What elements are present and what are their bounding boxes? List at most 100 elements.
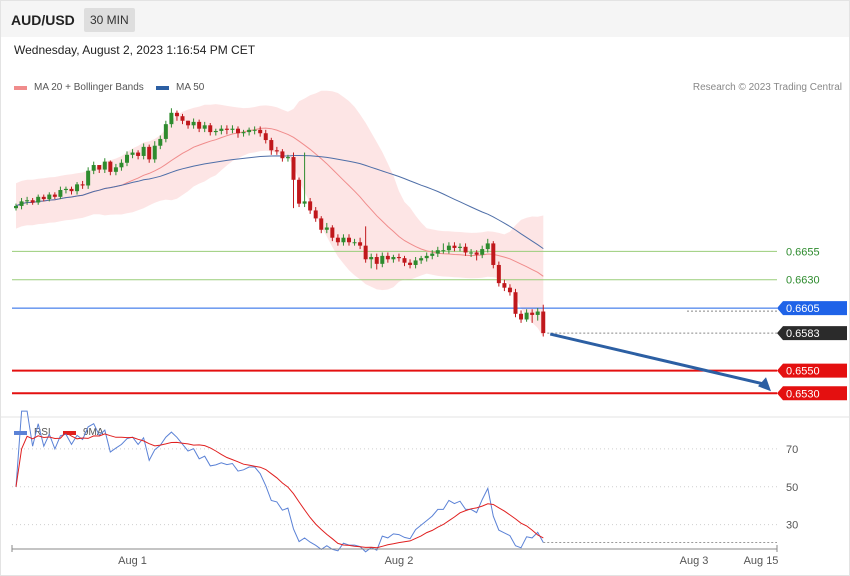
candle-body <box>324 227 329 230</box>
candle <box>452 242 457 252</box>
candle-body <box>430 253 435 256</box>
candle-body <box>452 245 457 248</box>
candle <box>36 194 41 205</box>
candle-body <box>308 201 313 211</box>
legend-rsi-label: RSI <box>34 427 51 438</box>
candle-body <box>130 152 135 155</box>
candle-body <box>274 150 279 152</box>
candle-body <box>458 246 462 248</box>
candle <box>524 309 529 322</box>
candle <box>480 245 485 259</box>
candle-body <box>502 283 507 288</box>
candle-body <box>391 257 396 260</box>
candle <box>163 120 168 143</box>
candle-body <box>163 124 168 139</box>
candle-body <box>202 125 207 129</box>
legend-rsi-ma-label: 9MA <box>83 427 104 438</box>
candle <box>230 125 235 134</box>
candle-body <box>97 165 102 170</box>
candle <box>535 308 540 321</box>
candle <box>469 249 474 258</box>
candle <box>14 203 18 211</box>
candle <box>52 192 57 200</box>
candle <box>530 309 535 323</box>
candle-body <box>158 138 163 146</box>
candle-body <box>174 112 179 117</box>
timestamp: Wednesday, August 2, 2023 1:16:54 PM CET <box>14 43 256 57</box>
rsi-ma-line <box>15 431 544 549</box>
legend-rsi-ma: 9MA <box>63 427 104 438</box>
candle-body <box>541 311 546 334</box>
candle <box>208 123 213 136</box>
candle-body <box>441 250 446 252</box>
candle <box>241 129 246 137</box>
candle-body <box>25 200 30 202</box>
candle <box>252 126 257 135</box>
candle-body <box>230 128 235 130</box>
candle-body <box>224 128 229 130</box>
candle <box>507 284 512 296</box>
candle-body <box>258 129 263 134</box>
candle <box>441 243 446 254</box>
candle <box>119 159 124 171</box>
candle-body <box>358 242 363 246</box>
candle-body <box>485 243 490 250</box>
candle <box>313 207 318 222</box>
candle-body <box>513 292 518 314</box>
candle-body <box>396 257 401 259</box>
candle <box>58 186 63 200</box>
candle <box>86 167 91 189</box>
candle <box>213 128 218 136</box>
symbol-title: AUD/USD <box>11 12 75 28</box>
candle-body <box>280 151 285 159</box>
candle <box>485 238 490 253</box>
candle <box>358 237 363 250</box>
candle-body <box>463 246 468 253</box>
candle-body <box>86 170 91 186</box>
candle-body <box>47 194 52 200</box>
candle <box>197 119 202 133</box>
candle-body <box>352 242 357 244</box>
candle <box>141 143 146 160</box>
candle <box>430 250 435 260</box>
candle <box>69 186 74 195</box>
candle-body <box>507 287 512 293</box>
candle-body <box>252 129 257 131</box>
rsi-tick-70: 70 <box>786 444 798 456</box>
candle <box>335 234 340 246</box>
candle <box>308 197 313 214</box>
candle <box>302 152 307 208</box>
rsi-tick-50: 50 <box>786 482 798 494</box>
candle-body <box>313 210 318 219</box>
candle-body <box>530 312 535 315</box>
candle <box>30 197 35 205</box>
candle <box>374 253 379 270</box>
interval-button[interactable]: 30 MIN <box>84 8 135 32</box>
candle <box>458 243 462 252</box>
candle <box>280 149 285 162</box>
candle-body <box>125 154 129 163</box>
candle-body <box>269 140 274 151</box>
candle <box>224 125 229 135</box>
candle <box>396 253 401 262</box>
candle-body <box>285 157 290 159</box>
candle <box>191 118 196 129</box>
candle <box>19 197 24 210</box>
candle-body <box>113 167 118 172</box>
candle <box>285 154 290 162</box>
candle <box>113 163 118 176</box>
candle <box>513 288 518 318</box>
candle <box>97 165 102 173</box>
candle <box>125 151 129 167</box>
candle <box>541 304 546 337</box>
candle-body <box>36 196 41 203</box>
candle-body <box>63 188 68 191</box>
candle <box>63 186 68 194</box>
candle <box>47 192 52 202</box>
candle-body <box>341 237 346 243</box>
candle <box>130 149 135 159</box>
x-tick-label: Aug 15 <box>744 555 779 567</box>
candle <box>402 255 407 267</box>
candle <box>41 194 46 202</box>
candle <box>363 226 368 263</box>
